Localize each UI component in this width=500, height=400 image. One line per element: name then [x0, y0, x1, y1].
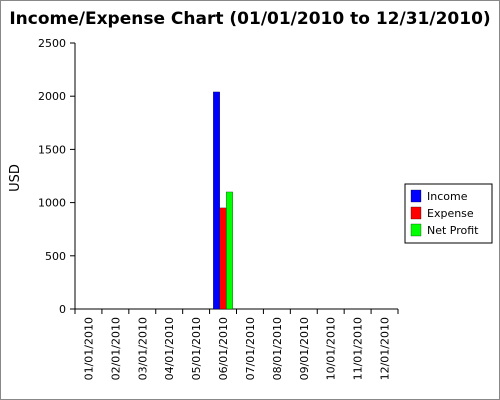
legend-label: Expense: [427, 207, 474, 220]
x-tick-label: 08/01/2010: [271, 317, 284, 380]
x-tick-label: 04/01/2010: [163, 317, 176, 380]
y-tick-label: 2500: [38, 37, 66, 50]
x-tick-label: 05/01/2010: [190, 317, 203, 380]
x-tick-label: 09/01/2010: [298, 317, 311, 380]
x-tick-label: 01/01/2010: [82, 317, 95, 380]
x-tick-label: 02/01/2010: [109, 317, 122, 380]
y-tick-label: 0: [59, 303, 66, 316]
x-tick-label: 12/01/2010: [379, 317, 392, 380]
y-tick-label: 500: [45, 250, 66, 263]
legend-label: Income: [427, 190, 468, 203]
legend-swatch: [410, 189, 422, 203]
y-tick-label: 2000: [38, 90, 66, 103]
legend-swatch: [410, 223, 422, 237]
legend-swatch: [410, 206, 422, 220]
legend-label: Net Profit: [427, 224, 479, 237]
x-tick-label: 03/01/2010: [136, 317, 149, 380]
y-tick-label: 1500: [38, 143, 66, 156]
y-axis-label: USD: [8, 164, 23, 192]
x-tick-label: 06/01/2010: [217, 317, 230, 380]
y-tick-label: 1000: [38, 197, 66, 210]
bar: [213, 91, 220, 310]
bar: [219, 207, 227, 310]
x-tick-label: 10/01/2010: [325, 317, 338, 380]
bar: [226, 191, 233, 310]
x-tick-label: 11/01/2010: [352, 317, 365, 380]
x-tick-label: 07/01/2010: [244, 317, 257, 380]
chart-title: Income/Expense Chart (01/01/2010 to 12/3…: [9, 9, 490, 29]
